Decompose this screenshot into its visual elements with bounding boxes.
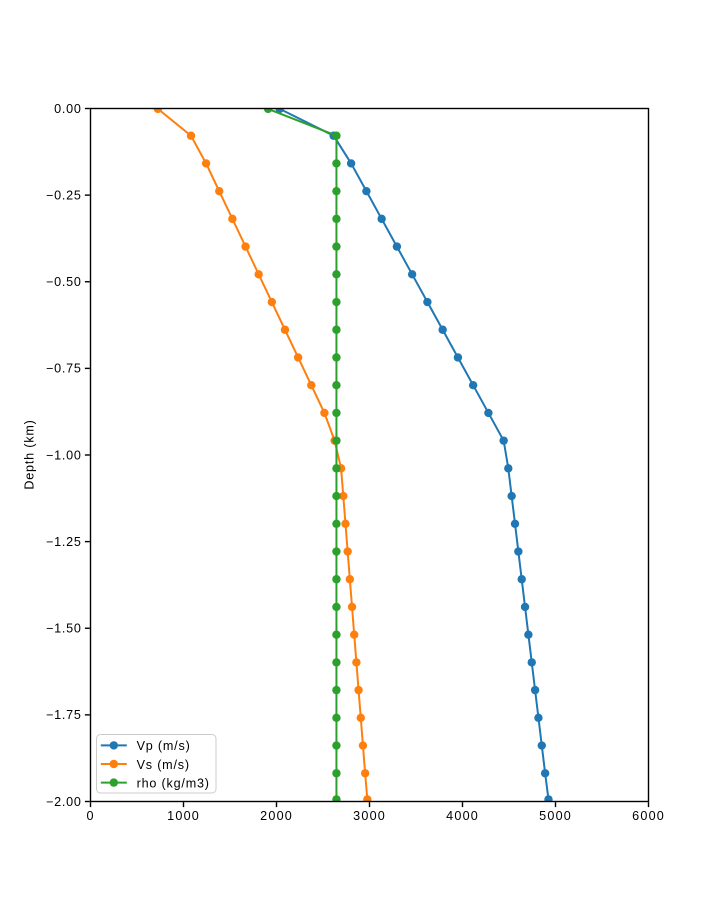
svg-text:Depth (km): Depth (km): [23, 419, 37, 489]
svg-text:−1.25: −1.25: [46, 535, 82, 549]
svg-text:5000: 5000: [539, 809, 572, 823]
svg-text:3000: 3000: [353, 809, 386, 823]
svg-text:2000: 2000: [260, 809, 293, 823]
svg-text:−1.75: −1.75: [46, 708, 82, 722]
svg-text:−1.00: −1.00: [46, 448, 82, 462]
svg-text:−1.50: −1.50: [46, 622, 82, 636]
svg-text:−0.25: −0.25: [46, 188, 82, 202]
svg-text:−0.75: −0.75: [46, 362, 82, 376]
svg-text:6000: 6000: [632, 809, 665, 823]
svg-text:0.00: 0.00: [54, 102, 82, 116]
svg-text:−2.00: −2.00: [46, 795, 82, 809]
svg-text:Vp (m/s): Vp (m/s): [137, 739, 191, 753]
svg-text:4000: 4000: [446, 809, 479, 823]
svg-text:−0.50: −0.50: [46, 275, 82, 289]
svg-text:rho (kg/m3): rho (kg/m3): [137, 776, 210, 790]
svg-text:0: 0: [86, 809, 94, 823]
svg-text:1000: 1000: [167, 809, 200, 823]
svg-text:Vs (m/s): Vs (m/s): [137, 758, 190, 772]
